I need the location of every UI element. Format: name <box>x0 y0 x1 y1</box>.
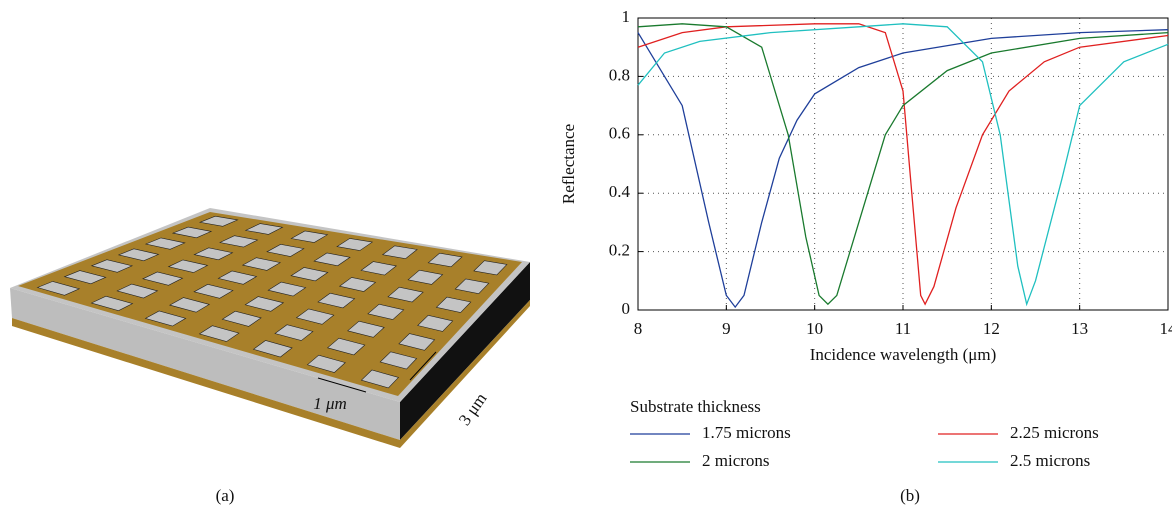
x-tick-label: 8 <box>634 319 643 338</box>
mesh-hole <box>144 310 187 327</box>
mesh-hole <box>407 269 444 285</box>
x-tick-label: 12 <box>983 319 1000 338</box>
mesh-hole <box>266 243 305 257</box>
mesh-hole <box>169 297 211 313</box>
caption: (b) <box>900 486 920 505</box>
y-tick-label: 0.2 <box>609 241 630 260</box>
x-tick-label: 13 <box>1071 319 1088 338</box>
x-axis-label: Incidence wavelength (μm) <box>810 345 997 364</box>
mesh-hole <box>427 252 463 268</box>
y-tick-label: 0 <box>622 299 631 318</box>
legend-label: 2.25 microns <box>1010 423 1099 442</box>
mesh-hole <box>142 271 184 286</box>
mesh-hole <box>295 308 335 325</box>
line <box>637 23 1169 306</box>
mesh-hole <box>90 295 134 312</box>
mesh-hole <box>435 296 472 313</box>
mesh-hole <box>290 267 329 282</box>
legend-title: Substrate thickness <box>630 397 761 416</box>
mesh-hole <box>36 281 81 296</box>
mesh-hole <box>347 320 385 338</box>
slab-front <box>10 288 400 440</box>
mesh-hole <box>326 337 366 356</box>
mesh-hole <box>241 257 282 271</box>
mesh-hole <box>90 259 134 273</box>
panel-a: 1 μm 3 μm (a) <box>10 208 530 505</box>
mesh-hole <box>473 260 508 276</box>
y-tick-label: 0.6 <box>609 124 630 143</box>
mesh-hole <box>117 248 160 262</box>
width-label: 1 μm <box>313 394 347 413</box>
line <box>637 23 1169 307</box>
mesh-hole <box>193 283 234 299</box>
x-tick-label: 9 <box>722 319 731 338</box>
x-tick-label: 14 <box>1160 319 1172 338</box>
mesh-hole <box>116 283 159 299</box>
x-tick-label: 10 <box>806 319 823 338</box>
mesh-hole <box>381 245 418 260</box>
mesh-hole <box>417 314 454 332</box>
mesh-hole <box>198 215 239 227</box>
gold-base <box>12 318 400 448</box>
mesh-hole <box>313 252 351 267</box>
y-tick-label: 0.4 <box>609 182 631 201</box>
width-arrow <box>317 377 367 393</box>
mesh-hole <box>217 270 258 285</box>
mesh-hole <box>387 286 424 303</box>
y-axis-label: Reflectance <box>559 124 578 204</box>
mesh-hole <box>144 237 186 250</box>
plot-frame <box>637 17 1169 311</box>
slab-side <box>400 262 530 440</box>
mesh-hole <box>198 325 240 342</box>
x-tick-label: 11 <box>895 319 911 338</box>
mesh-hole <box>306 354 346 373</box>
mesh-hole <box>193 247 234 261</box>
thickness-label: 3 μm <box>455 389 491 429</box>
mesh-hole <box>274 324 314 341</box>
mesh-hole <box>379 351 418 370</box>
mesh-hole <box>252 340 293 358</box>
thickness-arrow <box>409 351 437 381</box>
gold-base-side <box>400 300 530 448</box>
mesh-hole <box>219 235 259 248</box>
panel-b: 0 0.2 0.4 0.6 0.8 1 8 9 10 11 12 13 14 Incidence wave… <box>559 7 1172 505</box>
mesh-hole <box>290 230 329 243</box>
legend-label: 2.5 microns <box>1010 451 1090 470</box>
y-tick-label: 1 <box>622 7 631 26</box>
mesh-hole <box>221 310 262 327</box>
line <box>637 29 1169 309</box>
caption: (a) <box>216 486 235 505</box>
line <box>637 23 1169 306</box>
mesh-hole <box>338 277 377 292</box>
mesh-hole <box>244 296 285 312</box>
y-tick-label: 0.8 <box>609 65 630 84</box>
mesh-hole <box>63 270 107 285</box>
mesh-hole <box>267 281 307 297</box>
mesh-hole <box>244 223 284 235</box>
mesh-hole <box>171 226 213 239</box>
mesh-hole <box>360 261 398 276</box>
legend-label: 1.75 microns <box>702 423 791 442</box>
gold-mesh <box>18 212 522 396</box>
mesh-hole <box>454 278 490 295</box>
mesh-hole <box>167 259 209 273</box>
mesh-hole <box>360 369 400 389</box>
mesh-hole <box>317 292 356 309</box>
mesh-hole <box>398 333 436 351</box>
mesh-hole <box>336 238 374 251</box>
legend-label: 2 microns <box>702 451 770 470</box>
mesh-hole <box>367 303 405 320</box>
